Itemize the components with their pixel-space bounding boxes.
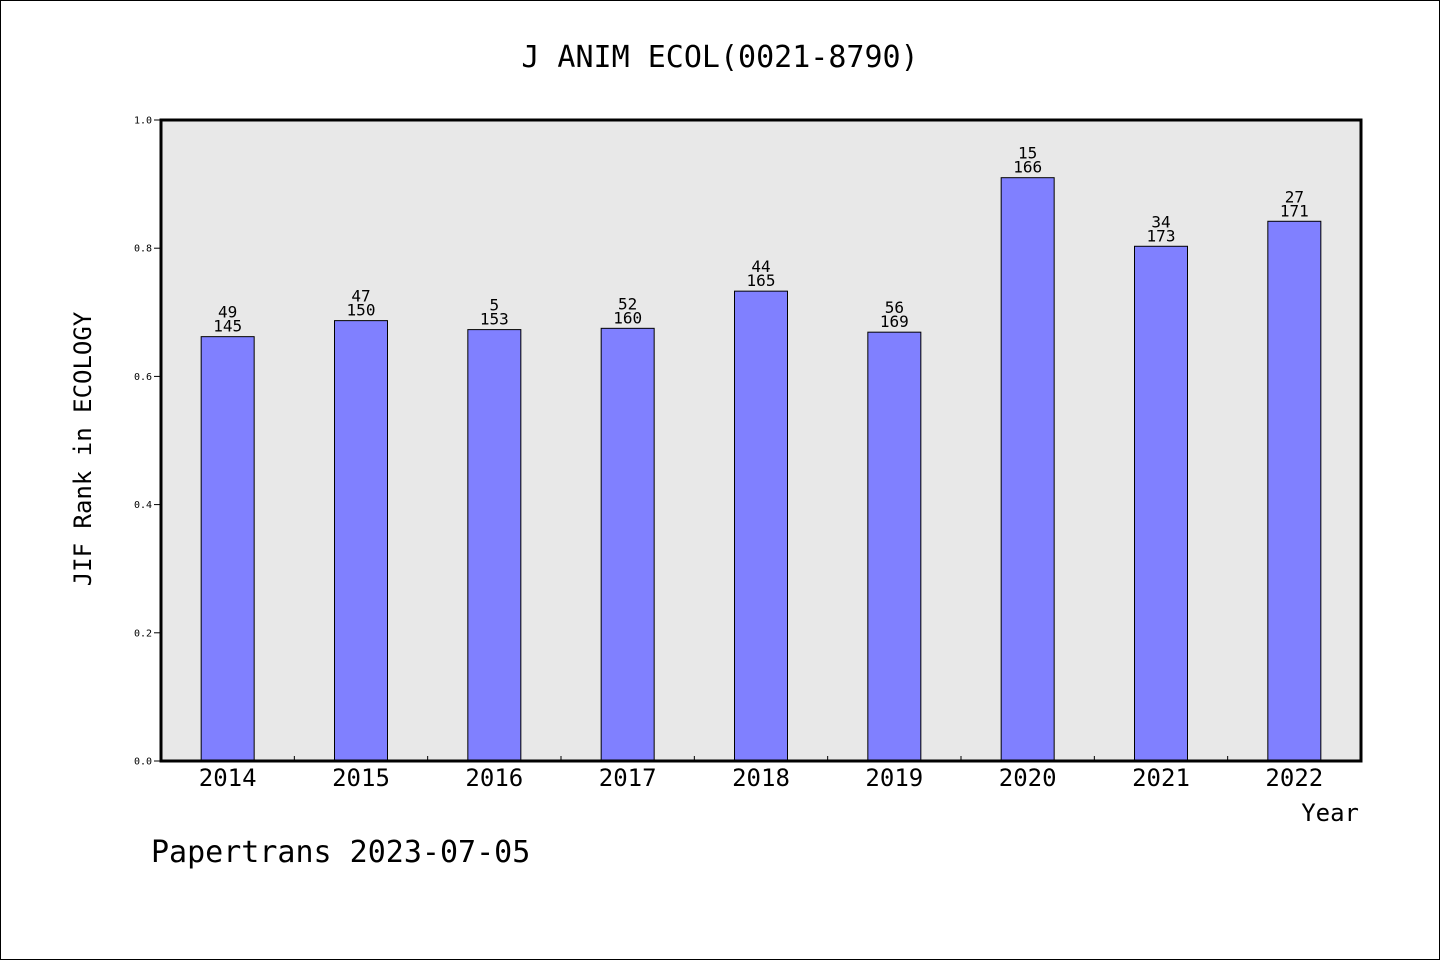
bar-2014: [200, 336, 255, 762]
bar-label-2021-total: 173: [1147, 226, 1176, 245]
bar-label-2016-total: 153: [480, 310, 509, 329]
footer-text: Papertrans 2023-07-05: [151, 835, 531, 870]
x-axis-label: Year: [1301, 799, 1359, 827]
bar-2020: [1000, 177, 1055, 762]
bar-label-2022-rank: 27: [1285, 187, 1304, 206]
x-tick-label-2015: 2015: [332, 764, 390, 792]
x-tick-label-2018: 2018: [732, 764, 790, 792]
plot-frame: [159, 118, 1363, 763]
bar-label-2020-rank: 15: [1018, 144, 1037, 163]
y-axis-label: JIF Rank in ECOLOGY: [69, 311, 97, 586]
bar-label-2014-rank: 49: [218, 303, 237, 322]
bar-label-2021-rank: 34: [1151, 212, 1170, 231]
ticks-layer: 0.0 0.2 0.4 0.6 0.8 1.0 2014 2015 2016 2017 2018 20…: [134, 116, 1323, 793]
bar-label-2014-total: 145: [213, 317, 242, 336]
bar-label-2018-rank: 44: [751, 257, 770, 276]
bar-label-2018-total: 165: [747, 271, 776, 290]
y-tick-label-0: 0.0: [134, 757, 152, 768]
y-tick-label-4: 0.8: [134, 244, 152, 255]
y-tick-label-5: 1.0: [134, 116, 152, 127]
bar-label-2017-total: 160: [613, 308, 642, 327]
x-tick-label-2020: 2020: [999, 764, 1057, 792]
x-tick-label-2021: 2021: [1132, 764, 1190, 792]
bar-label-2017-rank: 52: [618, 294, 637, 313]
bar-2022: [1267, 220, 1322, 762]
bar-2015: [334, 320, 388, 762]
bar-label-2020-total: 166: [1013, 158, 1042, 177]
y-tick-label-1: 0.2: [134, 628, 152, 639]
bar-label-2022-total: 171: [1280, 201, 1309, 220]
y-tick-label-2: 0.4: [134, 500, 152, 511]
bar-2018: [734, 290, 788, 762]
bar-2021: [1134, 245, 1188, 762]
bar-2017: [600, 327, 655, 762]
bar-2019: [867, 331, 922, 762]
bar-label-2019-total: 169: [880, 312, 909, 331]
bar-label-2015-total: 150: [347, 301, 376, 320]
x-tick-label-2022: 2022: [1265, 764, 1323, 792]
x-tick-label-2014: 2014: [199, 764, 257, 792]
bar-label-2015-rank: 47: [351, 287, 370, 306]
chart-title: J ANIM ECOL(0021-8790): [521, 40, 918, 75]
bar-label-2016-rank: 5: [490, 296, 500, 315]
x-tick-label-2017: 2017: [599, 764, 657, 792]
bar-label-2019-rank: 56: [885, 298, 904, 317]
y-tick-label-3: 0.6: [134, 372, 152, 383]
x-tick-label-2019: 2019: [865, 764, 923, 792]
bar-2016: [467, 329, 522, 762]
x-tick-label-2016: 2016: [465, 764, 523, 792]
